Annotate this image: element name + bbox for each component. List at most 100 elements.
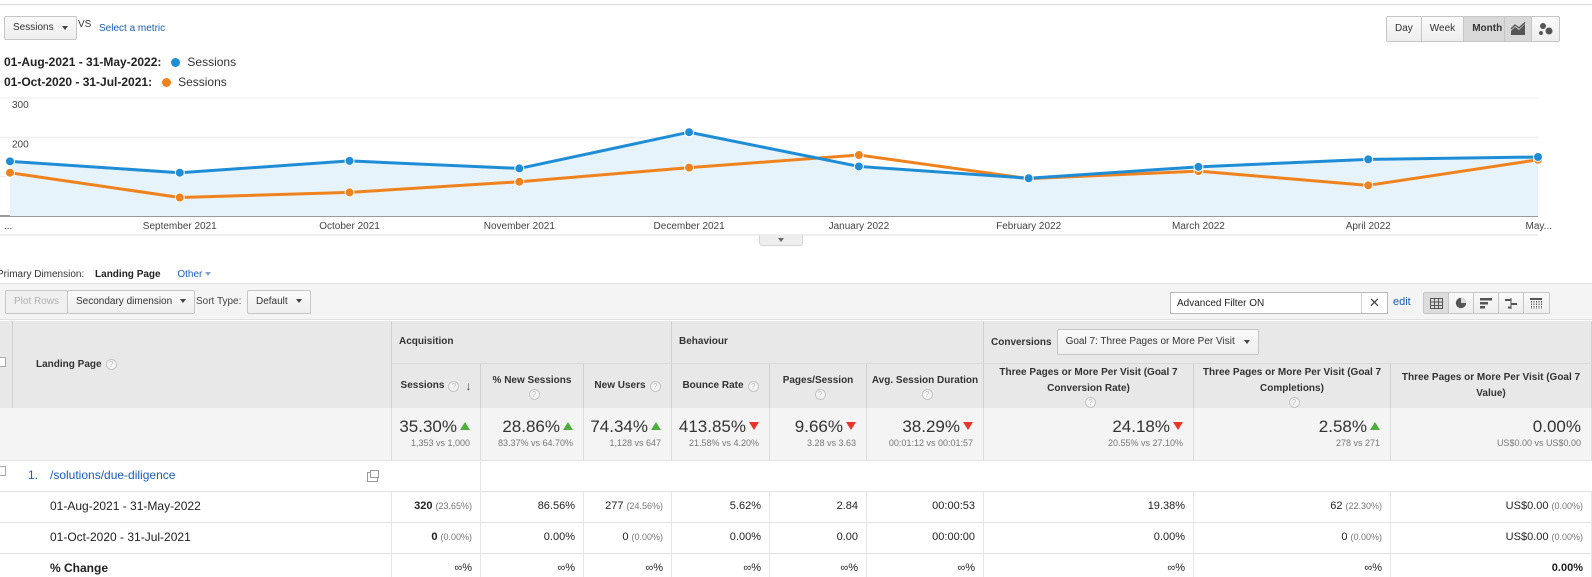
total-value: 2.58% bbox=[1194, 417, 1380, 437]
landing-page-header[interactable]: Landing Page? bbox=[0, 321, 392, 408]
goal-select-label: Goal 7: Three Pages or More Per Visit bbox=[1065, 336, 1235, 347]
cell-value: ∞% bbox=[1364, 562, 1382, 574]
help-icon[interactable]: ? bbox=[448, 380, 460, 392]
help-icon[interactable]: ? bbox=[747, 380, 759, 392]
secondary-dimension-dropdown[interactable]: Secondary dimension bbox=[67, 290, 196, 314]
data-cell: ∞% bbox=[770, 553, 867, 577]
line-chart-mode-button[interactable] bbox=[1505, 17, 1532, 41]
table-view-button[interactable] bbox=[1424, 293, 1449, 313]
data-point bbox=[344, 187, 355, 198]
y-tick-label: 300 bbox=[12, 100, 29, 111]
new-users-column-header[interactable]: New Users? bbox=[584, 364, 672, 408]
x-tick-label: March 2022 bbox=[1172, 221, 1225, 232]
pages-session-column-header[interactable]: Pages/Session? bbox=[770, 364, 867, 408]
period-day-button[interactable]: Day bbox=[1387, 17, 1422, 41]
cell-value: ∞% bbox=[1167, 562, 1185, 574]
data-cell: US$0.00 (0.00%) bbox=[1391, 522, 1592, 553]
total-comparison: 83.37% vs 64.70% bbox=[497, 438, 573, 448]
column-label: Pages/Session bbox=[782, 374, 854, 386]
series-area bbox=[10, 132, 1538, 216]
external-link-icon[interactable] bbox=[367, 470, 379, 482]
trend-down-icon bbox=[963, 422, 973, 430]
column-label: New Users bbox=[594, 380, 646, 391]
clear-filter-icon[interactable]: ✕ bbox=[1361, 293, 1387, 313]
sort-type-dropdown[interactable]: Default bbox=[247, 290, 311, 314]
metric-dropdown-label: Sessions bbox=[13, 22, 54, 33]
row-checkbox[interactable] bbox=[0, 466, 6, 476]
data-cell: 00:00:00 bbox=[867, 522, 984, 553]
help-icon[interactable]: ? bbox=[1085, 396, 1096, 408]
y-tick-label: 200 bbox=[12, 139, 29, 150]
total-percent: 74.34% bbox=[590, 417, 648, 436]
x-tick-label: May... bbox=[1526, 221, 1552, 232]
help-icon[interactable]: ? bbox=[1288, 396, 1300, 408]
chevron-down-icon bbox=[205, 272, 212, 277]
total-percent: 35.30% bbox=[399, 417, 457, 436]
help-icon[interactable]: ? bbox=[105, 359, 117, 370]
primary-dimension-landing-page: Landing Page bbox=[95, 269, 161, 280]
goal-select-dropdown[interactable]: Goal 7: Three Pages or More Per Visit bbox=[1056, 329, 1259, 355]
x-tick-label: ... bbox=[4, 221, 12, 232]
data-cell: 320 (23.65%) bbox=[392, 491, 481, 522]
pie-view-button[interactable] bbox=[1449, 293, 1474, 313]
avg-session-duration-column-header[interactable]: Avg. Session Duration? bbox=[867, 364, 984, 408]
select-all-checkbox[interactable] bbox=[0, 357, 6, 367]
cell-share: (24.56%) bbox=[626, 501, 663, 511]
cell-share: (23.65%) bbox=[435, 501, 472, 511]
bounce-rate-column-header[interactable]: Bounce Rate? bbox=[672, 364, 770, 408]
x-tick-label: October 2021 bbox=[319, 221, 380, 232]
landing-page-link[interactable]: /solutions/due-diligence bbox=[50, 468, 176, 482]
total-cell: 35.30% 1,353 vs 1,000 bbox=[392, 408, 481, 460]
help-icon[interactable]: ? bbox=[528, 388, 540, 400]
legend-range: 01-Oct-2020 - 31-Jul-2021: bbox=[4, 75, 153, 89]
chart-collapse-handle[interactable] bbox=[759, 235, 803, 246]
total-cell: 9.66% 3.28 vs 3.63 bbox=[770, 408, 867, 460]
advanced-filter-box: ✕ bbox=[1170, 292, 1388, 314]
data-point bbox=[514, 163, 525, 174]
sessions-column-header[interactable]: Sessions? ↓ bbox=[392, 364, 481, 408]
subrow-label: 01-Aug-2021 - 31-May-2022 bbox=[0, 491, 392, 522]
data-point bbox=[174, 192, 185, 203]
help-icon[interactable]: ? bbox=[649, 380, 661, 392]
data-cell: US$0.00 (0.00%) bbox=[1391, 491, 1592, 522]
pivot-icon bbox=[1530, 297, 1542, 309]
comparison-view-button[interactable] bbox=[1499, 293, 1524, 313]
help-icon[interactable]: ? bbox=[921, 388, 933, 400]
pie-chart-icon bbox=[1455, 297, 1467, 309]
edit-filter-link[interactable]: edit bbox=[1393, 296, 1411, 308]
data-cell: 19.38% bbox=[984, 491, 1194, 522]
total-cell: 413.85% 21.58% vs 4.20% bbox=[672, 408, 770, 460]
goal7-completions-column-header[interactable]: Three Pages or More Per Visit (Goal 7 Co… bbox=[1194, 364, 1391, 408]
motion-chart-mode-button[interactable] bbox=[1532, 17, 1559, 41]
total-percent: 2.58% bbox=[1318, 417, 1367, 436]
primary-dimension-other[interactable]: Other bbox=[177, 269, 212, 280]
x-tick-label: November 2021 bbox=[484, 221, 556, 232]
select-metric-link[interactable]: Select a metric bbox=[99, 23, 166, 34]
sort-type-label: Sort Type: bbox=[196, 296, 242, 307]
total-cell: 2.58% 278 vs 271 bbox=[1194, 408, 1391, 460]
goal7-value-column-header[interactable]: Three Pages or More Per Visit (Goal 7 Va… bbox=[1391, 364, 1592, 408]
plot-rows-button[interactable]: Plot Rows bbox=[5, 290, 69, 314]
cell-value: 0 bbox=[1341, 531, 1348, 543]
cell-value: 00:00:53 bbox=[932, 500, 975, 512]
chevron-down-icon bbox=[295, 299, 302, 304]
help-icon[interactable]: ? bbox=[814, 388, 826, 400]
filter-input[interactable] bbox=[1171, 297, 1361, 309]
cell-share: (0.00%) bbox=[1551, 501, 1583, 511]
period-week-button[interactable]: Week bbox=[1421, 17, 1465, 41]
metric-dropdown[interactable]: Sessions bbox=[4, 16, 77, 40]
data-point bbox=[684, 162, 695, 173]
column-label: Bounce Rate bbox=[682, 380, 744, 391]
cell-value: ∞% bbox=[645, 562, 663, 574]
data-cell: 2.84 bbox=[770, 491, 867, 522]
pivot-view-button[interactable] bbox=[1524, 293, 1549, 313]
performance-view-button[interactable] bbox=[1474, 293, 1499, 313]
period-month-button[interactable]: Month bbox=[1464, 17, 1511, 41]
cell-value: 2.84 bbox=[836, 500, 858, 512]
goal7-conversion-rate-column-header[interactable]: Three Pages or More Per Visit (Goal 7 Co… bbox=[984, 364, 1194, 408]
total-comparison: US$0.00 vs US$0.00 bbox=[1496, 438, 1581, 448]
total-comparison: 3.28 vs 3.63 bbox=[806, 438, 856, 448]
acquisition-group-header: Acquisition bbox=[392, 321, 672, 364]
new-sessions-column-header[interactable]: % New Sessions? bbox=[481, 364, 584, 408]
